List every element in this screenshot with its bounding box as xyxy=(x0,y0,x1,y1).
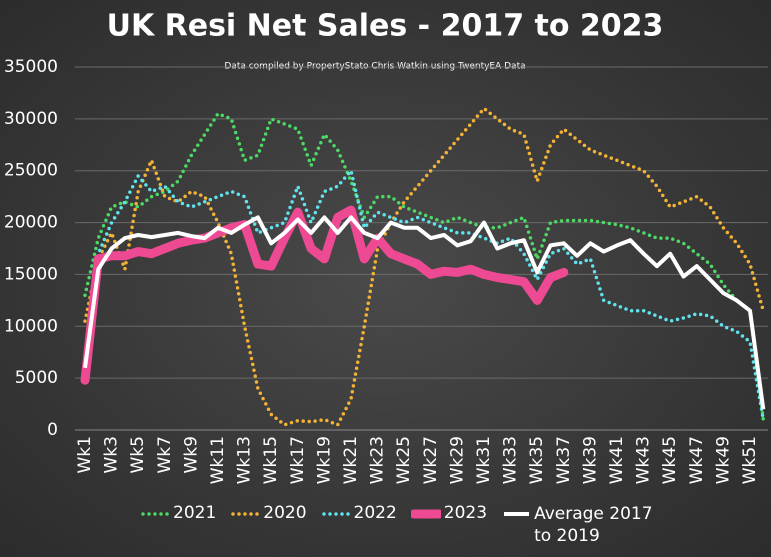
x-tick-label: Wk19 xyxy=(314,436,334,484)
legend: 2021 2020 2022 2023 Average 2017 to 2019 xyxy=(140,503,662,547)
series-line xyxy=(83,111,766,422)
x-tick-label: Wk21 xyxy=(341,436,361,484)
x-tick-label: Wk43 xyxy=(634,436,654,484)
x-tick-label: Wk51 xyxy=(740,436,760,484)
legend-label: 2021 xyxy=(173,503,217,523)
y-tick-label: 20000 xyxy=(4,213,58,233)
legend-swatch xyxy=(321,512,351,516)
legend-swatch xyxy=(141,512,170,516)
x-tick-label: Wk31 xyxy=(474,436,494,484)
legend-swatch xyxy=(410,509,441,519)
legend-item: 2021 xyxy=(140,503,216,523)
y-tick-label: 15000 xyxy=(4,264,58,284)
x-tick-label: Wk27 xyxy=(421,436,441,484)
x-tick-label: Wk33 xyxy=(501,436,521,484)
y-tick-label: 5000 xyxy=(15,368,58,388)
series-line xyxy=(83,166,766,422)
y-tick-label: 0 xyxy=(47,420,58,440)
legend-label: 2022 xyxy=(353,503,397,523)
x-tick-label: Wk25 xyxy=(394,436,414,484)
legend-label: 2020 xyxy=(263,503,307,523)
x-tick-label: Wk3 xyxy=(102,436,122,473)
x-tick-label: Wk23 xyxy=(368,436,388,484)
y-tick-label: 30000 xyxy=(4,109,58,129)
legend-swatch xyxy=(504,512,530,516)
x-tick-label: Wk47 xyxy=(687,436,707,484)
legend-label: 2023 xyxy=(443,503,488,523)
legend-swatch xyxy=(231,512,261,516)
y-tick-label: 10000 xyxy=(4,316,58,336)
x-tick-label: Wk5 xyxy=(128,436,148,473)
legend-label: Average 2017 to 2019 xyxy=(534,504,653,546)
x-tick-label: Wk11 xyxy=(208,436,228,484)
y-tick-label: 25000 xyxy=(4,161,58,181)
legend-item: 2023 xyxy=(410,503,488,523)
x-tick-label: Wk41 xyxy=(607,436,627,484)
x-tick-label: Wk1 xyxy=(75,436,95,473)
x-tick-label: Wk29 xyxy=(447,436,467,484)
x-tick-label: Wk15 xyxy=(261,436,281,484)
y-tick-label: 35000 xyxy=(4,57,58,77)
x-tick-label: Wk17 xyxy=(288,436,308,484)
x-tick-label: Wk37 xyxy=(554,436,574,484)
series-line xyxy=(80,205,569,385)
legend-item: 2020 xyxy=(230,503,307,523)
x-tick-label: Wk49 xyxy=(713,436,733,484)
plot: UK Resi Net Sales - 2017 to 2023 Data co… xyxy=(4,9,768,484)
series-line xyxy=(83,215,766,410)
x-tick-label: Wk9 xyxy=(181,436,201,473)
legend-item: 2022 xyxy=(321,503,397,523)
x-tick-label: Wk7 xyxy=(155,436,175,473)
legend-item: Average 2017 to 2019 xyxy=(501,503,662,547)
chart-title: UK Resi Net Sales - 2017 to 2023 xyxy=(107,9,664,44)
x-tick-label: Wk35 xyxy=(527,436,547,484)
x-tick-label: Wk13 xyxy=(235,436,255,484)
x-tick-label: Wk45 xyxy=(660,436,680,484)
x-tick-label: Wk39 xyxy=(580,436,600,484)
